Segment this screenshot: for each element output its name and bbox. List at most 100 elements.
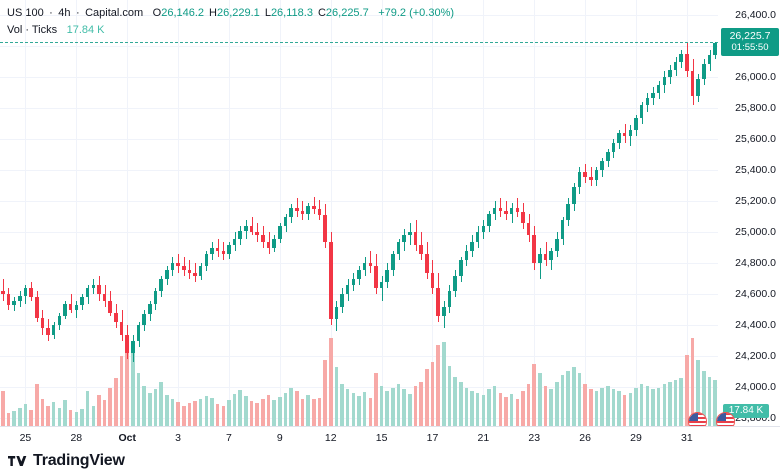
- candle-body: [464, 250, 469, 261]
- volume-bar: [204, 395, 209, 426]
- candle-body: [662, 77, 667, 86]
- candle-wick: [370, 250, 371, 273]
- volume-bar: [589, 389, 593, 426]
- candle-body: [594, 170, 599, 180]
- gridline-horizontal: [0, 356, 718, 357]
- price-tick-label: 25,200.0: [735, 195, 776, 208]
- volume-bar: [215, 404, 220, 426]
- bar-countdown: 01:55:50: [731, 42, 769, 54]
- candle-wick: [506, 201, 507, 220]
- volume-bar: [40, 398, 45, 426]
- candle-body: [300, 210, 305, 214]
- volume-badge: 17.84 K: [723, 404, 769, 418]
- candle-body: [328, 241, 333, 320]
- candle-body: [458, 260, 463, 276]
- price-scale[interactable]: 26,400.026,200.026,000.025,800.025,600.0…: [718, 0, 780, 426]
- gridline-horizontal: [0, 170, 718, 171]
- volume-bar: [543, 385, 548, 426]
- candle-body: [543, 254, 548, 261]
- candle-body: [165, 269, 169, 279]
- time-scale[interactable]: 25 28 Oct 3 7 9 12 15 17 21 23 26 29 31: [0, 426, 780, 449]
- candle-body: [215, 247, 220, 251]
- candle-body: [555, 238, 559, 251]
- volume-bar: [311, 399, 316, 426]
- time-tick-label: 17: [426, 432, 439, 444]
- volume-bar: [119, 356, 124, 426]
- volume-bar: [114, 378, 118, 426]
- volume-bar: [159, 382, 163, 426]
- volume-bar: [385, 391, 390, 426]
- chart-plot-area[interactable]: [0, 0, 718, 426]
- candle-body: [255, 232, 259, 236]
- volume-bar: [198, 399, 203, 426]
- time-tick-label: 3: [175, 432, 181, 444]
- candle-body: [74, 305, 79, 310]
- volume-bar: [487, 389, 491, 426]
- volume-bar: [583, 383, 587, 426]
- candle-body: [713, 42, 717, 55]
- flag-canton: [717, 413, 726, 421]
- candle-body: [470, 241, 474, 251]
- candle-body: [368, 263, 373, 267]
- candle-body: [12, 300, 16, 306]
- candle-body: [385, 269, 390, 282]
- candle-body: [577, 171, 582, 188]
- volume-bar: [470, 391, 474, 426]
- price-tick-label: 24,200.0: [735, 350, 776, 363]
- tradingview-mark-icon: [8, 456, 27, 466]
- candle-body: [617, 133, 621, 143]
- candle-body: [532, 235, 537, 264]
- volume-bar: [306, 394, 310, 426]
- volume-bar: [577, 372, 582, 426]
- volume-bar: [232, 393, 237, 426]
- candle-wick: [500, 198, 501, 217]
- gridline-vertical: [687, 0, 688, 426]
- candle-body: [492, 207, 497, 214]
- volume-bar: [210, 397, 214, 426]
- volume-bar: [436, 345, 440, 426]
- volume-bar: [63, 400, 67, 426]
- candle-body: [153, 291, 158, 304]
- volume-bar: [679, 378, 684, 426]
- price-tick-label: 24,600.0: [735, 288, 776, 301]
- candle-body: [278, 226, 282, 239]
- volume-bar: [481, 394, 486, 426]
- gridline-vertical: [331, 0, 332, 426]
- price-tick-label: 25,600.0: [735, 133, 776, 146]
- candle-body: [148, 303, 152, 315]
- time-tick-label: 21: [477, 432, 490, 444]
- volume-bar: [696, 360, 700, 426]
- volume-bar: [227, 400, 231, 426]
- volume-bar: [193, 401, 197, 426]
- candle-body: [589, 176, 593, 180]
- gridline-vertical: [483, 0, 484, 426]
- volume-bar: [74, 412, 79, 426]
- candle-body: [628, 130, 633, 137]
- volume-bar: [538, 372, 542, 426]
- price-tick-label: 25,000.0: [735, 226, 776, 239]
- candle-body: [430, 272, 435, 289]
- volume-bar: [515, 398, 520, 426]
- volume-bar: [295, 391, 299, 426]
- candle-body: [266, 241, 271, 248]
- tradingview-logo[interactable]: TradingView: [8, 452, 125, 470]
- volume-bar: [475, 393, 480, 426]
- volume-bar: [668, 382, 672, 426]
- gridline-horizontal: [0, 46, 718, 47]
- candle-wick: [178, 254, 179, 273]
- candle-body: [29, 288, 33, 298]
- volume-bar: [108, 387, 112, 426]
- candle-body: [306, 206, 310, 214]
- volume-bar: [272, 400, 276, 426]
- candle-body: [707, 54, 712, 64]
- volume-bar: [521, 391, 525, 426]
- candle-body: [413, 232, 418, 245]
- volume-bar: [555, 382, 559, 426]
- candle-body: [176, 263, 180, 267]
- volume-bar: [328, 338, 333, 426]
- gridline-vertical: [382, 0, 383, 426]
- candle-body: [696, 79, 700, 97]
- volume-bar: [249, 401, 254, 426]
- volume-bar: [351, 393, 356, 426]
- volume-bar: [396, 383, 401, 426]
